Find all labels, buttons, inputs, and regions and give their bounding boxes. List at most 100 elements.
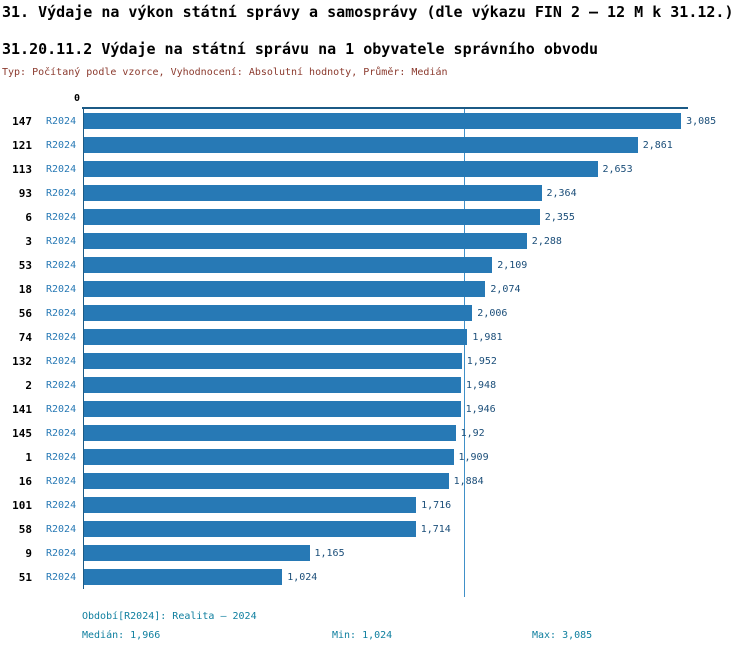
value-bar[interactable]: [84, 305, 473, 321]
row-bar-cell: 2,364: [83, 181, 750, 205]
row-rank-label: 3: [25, 234, 32, 248]
row-series-label: R2024: [46, 475, 77, 487]
bar-value-label: 1,165: [314, 547, 345, 559]
value-bar[interactable]: [84, 401, 461, 417]
row-series-label: R2024: [46, 187, 77, 199]
chart-parameters: Typ: Počítaný podle vzorce, Vyhodnocení:…: [2, 67, 448, 78]
row-bar-cell: 2,109: [83, 253, 750, 277]
row-rank-label: 18: [18, 282, 32, 296]
bar-value-label: 2,364: [546, 187, 577, 199]
row-series-label: R2024: [46, 427, 77, 439]
chart-row: 145 R2024 1,92: [0, 421, 750, 445]
bar-value-label: 2,288: [531, 235, 562, 247]
x-axis-line: [82, 107, 688, 109]
bar-value-label: 1,952: [466, 355, 497, 367]
min-stat: Min: 1,024: [332, 630, 393, 641]
report-title: 31. Výdaje na výkon státní správy a samo…: [2, 3, 734, 21]
chart-row: 2 R2024 1,948: [0, 373, 750, 397]
x-axis-zero-label: 0: [74, 93, 81, 104]
value-bar[interactable]: [84, 233, 527, 249]
row-series-label: R2024: [46, 139, 77, 151]
row-rank-label: 2: [25, 378, 32, 392]
value-bar[interactable]: [84, 569, 283, 585]
value-bar[interactable]: [84, 377, 461, 393]
row-rank-label: 145: [12, 426, 32, 440]
row-rank-label: 56: [18, 306, 32, 320]
chart-row: 16 R2024 1,884: [0, 469, 750, 493]
value-bar[interactable]: [84, 449, 454, 465]
chart-row: 93 R2024 2,364: [0, 181, 750, 205]
value-bar[interactable]: [84, 209, 540, 225]
row-rank-label: 9: [25, 546, 32, 560]
bar-value-label: 2,074: [490, 283, 521, 295]
bar-value-label: 1,024: [287, 571, 318, 583]
value-bar[interactable]: [84, 161, 598, 177]
value-bar[interactable]: [84, 353, 462, 369]
row-bar-cell: 2,006: [83, 301, 750, 325]
bar-value-label: 2,861: [642, 139, 673, 151]
bar-value-label: 3,085: [686, 115, 717, 127]
chart-row: 74 R2024 1,981: [0, 325, 750, 349]
chart-row: 56 R2024 2,006: [0, 301, 750, 325]
row-bar-cell: 2,355: [83, 205, 750, 229]
chart-row: 1 R2024 1,909: [0, 445, 750, 469]
median-stat: Medián: 1,966: [82, 630, 161, 641]
row-bar-cell: 2,861: [83, 133, 750, 157]
bar-value-label: 2,355: [544, 211, 575, 223]
row-series-label: R2024: [46, 499, 77, 511]
chart-row: 101 R2024 1,716: [0, 493, 750, 517]
row-rank-label: 101: [12, 498, 32, 512]
value-bar[interactable]: [84, 425, 456, 441]
bar-chart: 147 R2024 3,085 121 R2024 2,861 113 R2024 2,653 9…: [0, 109, 750, 589]
value-bar[interactable]: [84, 257, 493, 273]
value-bar[interactable]: [84, 545, 310, 561]
value-bar[interactable]: [84, 329, 468, 345]
value-bar[interactable]: [84, 473, 449, 489]
indicator-title: 31.20.11.2 Výdaje na státní správu na 1 …: [2, 40, 599, 58]
row-series-label: R2024: [46, 379, 77, 391]
chart-row: 3 R2024 2,288: [0, 229, 750, 253]
row-rank-label: 6: [25, 210, 32, 224]
row-bar-cell: 1,909: [83, 445, 750, 469]
row-series-label: R2024: [46, 523, 77, 535]
bar-value-label: 1,948: [466, 379, 497, 391]
chart-row: 121 R2024 2,861: [0, 133, 750, 157]
row-rank-label: 16: [18, 474, 32, 488]
bar-value-label: 1,981: [472, 331, 503, 343]
value-bar[interactable]: [84, 113, 682, 129]
row-rank-label: 93: [18, 186, 32, 200]
row-series-label: R2024: [46, 451, 77, 463]
row-rank-label: 121: [12, 138, 32, 152]
bar-value-label: 1,884: [453, 475, 484, 487]
row-bar-cell: 2,288: [83, 229, 750, 253]
value-bar[interactable]: [84, 281, 486, 297]
value-bar[interactable]: [84, 137, 638, 153]
bar-value-label: 1,92: [460, 427, 485, 439]
row-bar-cell: 1,948: [83, 373, 750, 397]
value-bar[interactable]: [84, 497, 417, 513]
value-bar[interactable]: [84, 185, 542, 201]
row-series-label: R2024: [46, 547, 77, 559]
row-series-label: R2024: [46, 211, 77, 223]
chart-row: 18 R2024 2,074: [0, 277, 750, 301]
row-bar-cell: 1,946: [83, 397, 750, 421]
value-bar[interactable]: [84, 521, 416, 537]
bar-value-label: 1,716: [421, 499, 452, 511]
row-bar-cell: 1,952: [83, 349, 750, 373]
chart-row: 147 R2024 3,085: [0, 109, 750, 133]
chart-row: 9 R2024 1,165: [0, 541, 750, 565]
bar-value-label: 2,006: [477, 307, 508, 319]
row-rank-label: 58: [18, 522, 32, 536]
row-rank-label: 53: [18, 258, 32, 272]
chart-row: 141 R2024 1,946: [0, 397, 750, 421]
row-bar-cell: 1,884: [83, 469, 750, 493]
row-bar-cell: 1,981: [83, 325, 750, 349]
row-rank-label: 1: [25, 450, 32, 464]
max-stat: Max: 3,085: [532, 630, 593, 641]
row-rank-label: 132: [12, 354, 32, 368]
row-series-label: R2024: [46, 115, 77, 127]
row-bar-cell: 3,085: [83, 109, 750, 133]
row-series-label: R2024: [46, 283, 77, 295]
row-rank-label: 51: [18, 570, 32, 584]
